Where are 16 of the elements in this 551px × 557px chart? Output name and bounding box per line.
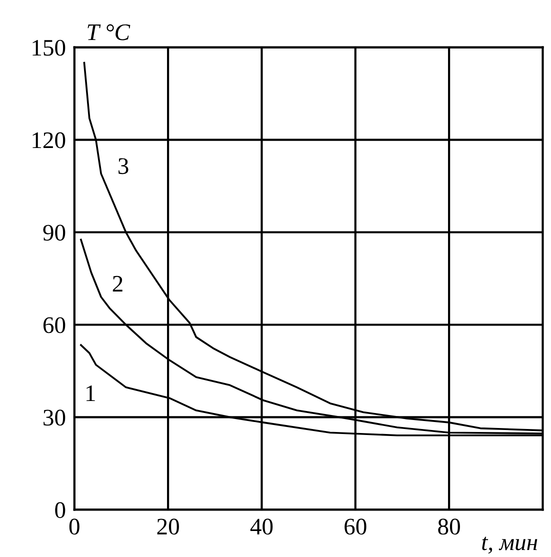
series-label: 3: [118, 158, 128, 174]
x-tick-label: 60: [344, 518, 366, 535]
y-tick-label: 150: [32, 40, 66, 56]
y-tick-label: 120: [32, 132, 66, 148]
y-tick-label: 60: [43, 317, 66, 334]
y-tick-label: 0: [55, 502, 66, 518]
series-label: 1: [86, 385, 95, 402]
y-tick-label: 90: [43, 224, 66, 241]
x-tick-label: 20: [157, 518, 179, 535]
x-axis-title: t, мин: [482, 536, 538, 554]
x-tick-label: 80: [438, 518, 460, 535]
series-label: 2: [112, 276, 122, 292]
x-tick-label: 0: [69, 518, 80, 535]
x-tick-label: 40: [250, 518, 273, 535]
y-axis-title: T °C: [88, 24, 130, 40]
y-tick-label: 30: [44, 410, 66, 426]
